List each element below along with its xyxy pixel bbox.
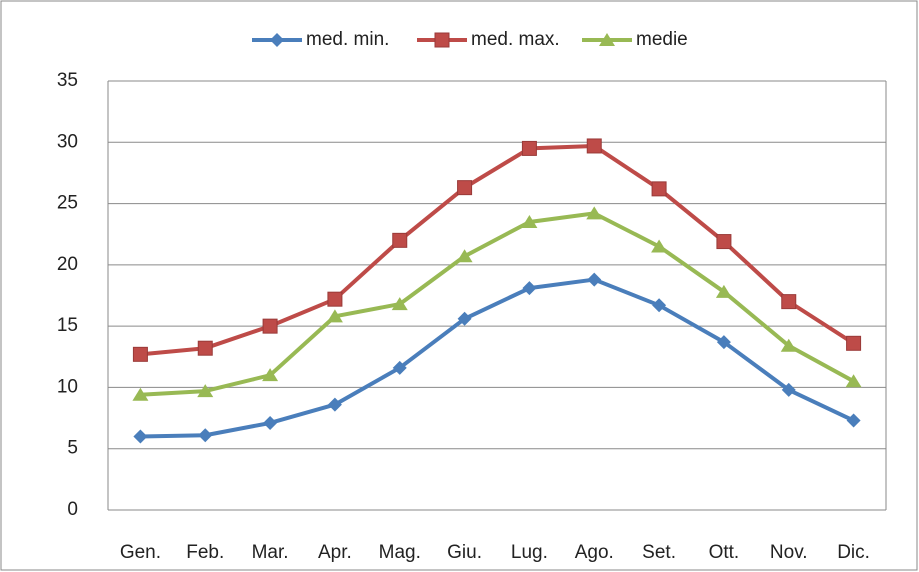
- legend-label: medie: [636, 29, 688, 50]
- marker: [846, 413, 861, 428]
- marker: [651, 239, 668, 253]
- x-tick-label: Mag.: [379, 542, 421, 563]
- marker: [586, 138, 602, 154]
- y-tick-label: 20: [57, 254, 78, 275]
- marker: [327, 397, 342, 412]
- marker: [599, 33, 615, 46]
- marker: [716, 234, 732, 250]
- x-tick-label: Ago.: [575, 542, 614, 563]
- x-tick-label: Feb.: [186, 542, 224, 563]
- legend: med. min. med. max. medie: [252, 29, 688, 50]
- marker: [391, 297, 408, 311]
- marker: [392, 232, 408, 248]
- x-tick-label: Lug.: [511, 542, 548, 563]
- marker: [392, 360, 407, 375]
- y-tick-label: 30: [57, 131, 78, 152]
- marker: [133, 429, 148, 444]
- marker: [522, 281, 537, 296]
- marker: [652, 298, 667, 313]
- marker: [434, 32, 450, 48]
- marker: [781, 382, 796, 397]
- y-tick-label: 10: [57, 376, 78, 397]
- legend-label: med. max.: [471, 29, 560, 50]
- marker: [262, 368, 279, 382]
- marker: [263, 415, 278, 430]
- marker: [716, 335, 731, 350]
- marker: [262, 318, 278, 334]
- y-tick-label: 5: [67, 438, 78, 459]
- marker: [197, 384, 214, 398]
- marker: [521, 214, 538, 228]
- marker: [270, 33, 284, 47]
- x-tick-label: Apr.: [318, 542, 352, 563]
- marker: [651, 181, 667, 197]
- x-tick-label: Nov.: [770, 542, 808, 563]
- marker: [326, 309, 343, 323]
- marker: [586, 206, 603, 220]
- x-tick-label: Gen.: [120, 542, 161, 563]
- marker: [197, 340, 213, 356]
- marker: [587, 272, 602, 287]
- marker: [780, 338, 797, 352]
- marker: [198, 428, 213, 443]
- y-tick-label: 35: [57, 70, 78, 91]
- y-tick-label: 0: [67, 499, 78, 520]
- x-tick-label: Set.: [642, 542, 676, 563]
- marker: [457, 311, 472, 326]
- marker: [456, 249, 473, 263]
- y-tick-label: 15: [57, 315, 78, 336]
- marker: [715, 284, 732, 298]
- marker: [132, 346, 148, 362]
- x-tick-label: Ott.: [709, 542, 740, 563]
- marker: [521, 140, 537, 156]
- marker: [457, 180, 473, 196]
- marker: [846, 335, 862, 351]
- x-tick-label: Mar.: [252, 542, 289, 563]
- marker: [845, 374, 862, 388]
- marker: [132, 387, 149, 401]
- legend-label: med. min.: [306, 29, 389, 50]
- series-line: [140, 143, 855, 357]
- marker: [327, 291, 343, 307]
- series-line: [140, 277, 855, 439]
- y-tick-label: 25: [57, 193, 78, 214]
- series-line: [140, 211, 855, 397]
- marker: [781, 294, 797, 310]
- x-tick-label: Giu.: [447, 542, 482, 563]
- x-tick-label: Dic.: [837, 542, 870, 563]
